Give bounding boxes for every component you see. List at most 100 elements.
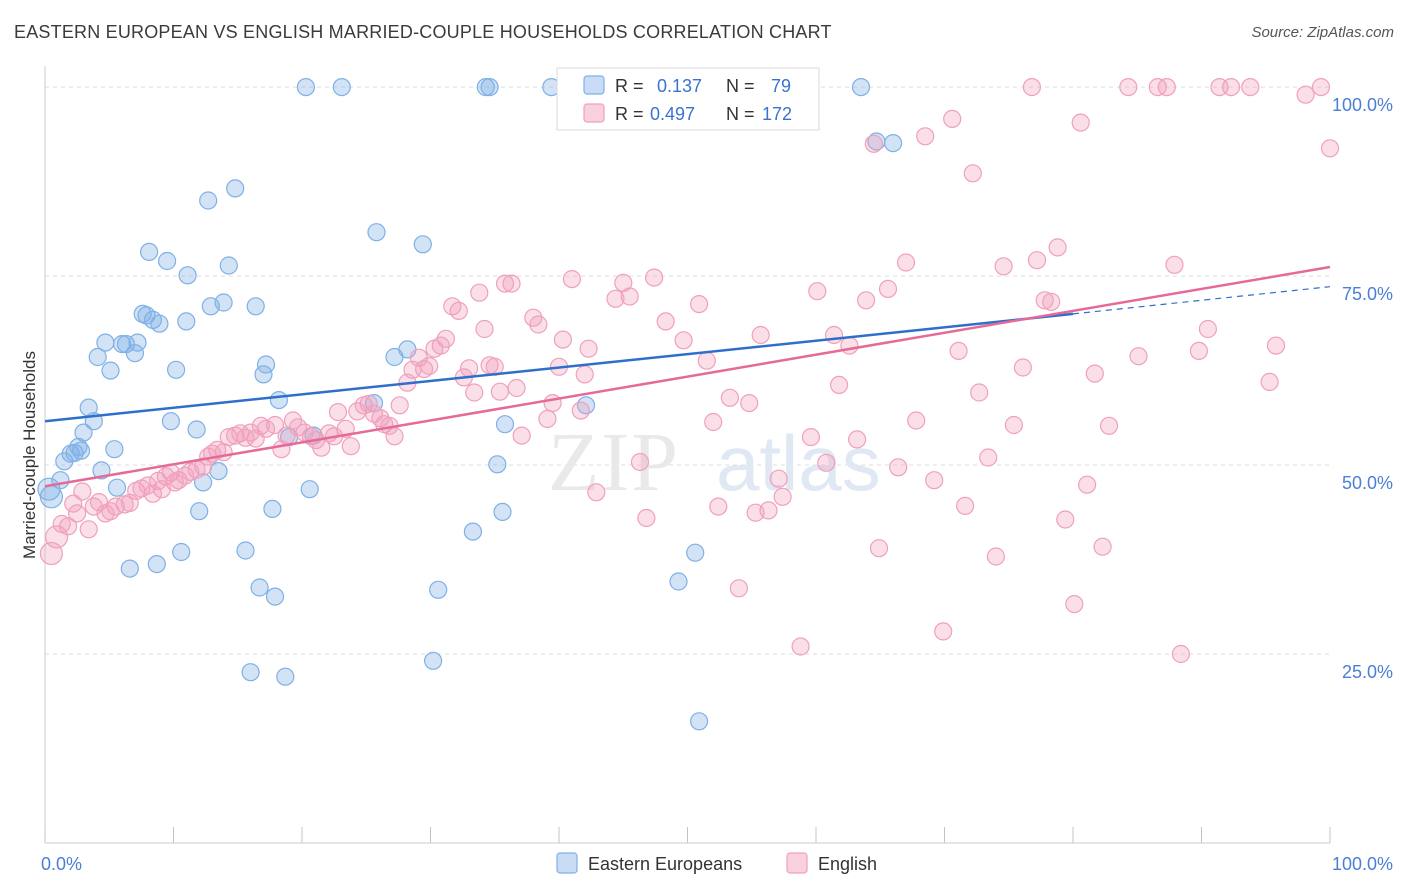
point-english-121 [824, 325, 844, 345]
point-english-172 [1320, 139, 1340, 158]
point-eastern-european-34 [187, 420, 206, 439]
point-english-105 [689, 295, 709, 314]
legend-pink-n-value: 172 [762, 104, 792, 124]
point-english-85 [512, 426, 531, 445]
point-english-157 [1119, 77, 1138, 97]
point-english-76 [465, 383, 484, 402]
point-english-145 [1022, 77, 1042, 97]
point-eastern-european-74 [686, 543, 705, 562]
point-eastern-european-48 [256, 355, 276, 374]
legend-blue-n-label: N = [726, 76, 755, 96]
point-english-160 [1157, 77, 1176, 97]
point-english-108 [709, 497, 728, 516]
point-eastern-european-76 [851, 77, 871, 97]
y-tick-label-50: 50.0% [1342, 473, 1393, 493]
point-english-62 [385, 427, 404, 446]
point-english-149 [1048, 238, 1067, 257]
point-english-104 [674, 331, 693, 350]
point-english-39 [251, 416, 270, 435]
point-english-37 [241, 423, 260, 442]
point-english-161 [1165, 255, 1184, 274]
point-english-119 [808, 282, 827, 301]
legend-blue-r-value: 0.137 [657, 76, 702, 96]
point-eastern-european-73 [669, 572, 688, 591]
point-eastern-european-65 [463, 522, 482, 541]
point-english-84 [507, 378, 526, 398]
point-eastern-european-70 [495, 415, 515, 434]
point-eastern-european-37 [199, 191, 218, 210]
point-eastern-european-15 [105, 440, 124, 459]
axes: 0.0% 100.0% 25.0% 50.0% 75.0% 100.0% [41, 66, 1393, 874]
point-english-131 [907, 411, 926, 430]
point-english-128 [878, 279, 898, 298]
y-tick-label-100: 100.0% [1332, 95, 1393, 115]
point-english-83 [502, 274, 521, 293]
point-english-95 [579, 339, 598, 358]
point-english-115 [769, 469, 788, 488]
point-english-166 [1221, 77, 1241, 97]
point-english-75 [460, 359, 479, 378]
point-english-156 [1099, 416, 1119, 435]
point-english-169 [1266, 336, 1286, 355]
point-eastern-european-35 [190, 502, 209, 521]
point-english-144 [1013, 358, 1033, 377]
point-english-130 [896, 253, 916, 272]
legend-pink-r-value: 0.497 [650, 104, 695, 124]
point-eastern-european-72 [576, 396, 596, 415]
trend-line-eastern-europeans-extension [1072, 286, 1331, 315]
legend-pink-r-label: R = [615, 104, 644, 124]
point-eastern-european-17 [112, 335, 132, 354]
point-english-109 [720, 388, 740, 407]
point-english-141 [986, 547, 1006, 566]
point-english-138 [963, 164, 982, 183]
point-english-135 [943, 109, 962, 129]
point-english-150 [1056, 510, 1075, 529]
point-english-5 [67, 504, 87, 523]
point-english-133 [925, 471, 944, 490]
y-tick-label-25: 25.0% [1342, 662, 1393, 682]
point-eastern-european-14 [101, 361, 120, 380]
point-english-123 [840, 336, 859, 355]
point-eastern-european-28 [158, 251, 177, 271]
legend-blue-n-value: 79 [771, 76, 791, 96]
point-eastern-european-69 [493, 502, 512, 521]
point-eastern-european-19 [120, 559, 139, 578]
point-english-4 [64, 494, 83, 513]
point-english-88 [538, 409, 557, 428]
point-eastern-european-21 [128, 333, 147, 352]
point-eastern-european-66 [476, 77, 495, 97]
x-tick-label-0: 0.0% [41, 854, 82, 874]
point-eastern-european-52 [276, 667, 295, 686]
point-english-110 [729, 579, 749, 598]
point-english-120 [817, 453, 836, 472]
point-eastern-european-31 [172, 542, 191, 562]
point-eastern-european-13 [96, 333, 115, 352]
top-legend: R = 0.137 N = 79 R = 0.497 N = 172 [556, 67, 820, 131]
trend-lines [44, 265, 1331, 488]
point-english-147 [1035, 291, 1054, 310]
point-english-107 [704, 412, 723, 432]
point-english-137 [955, 496, 975, 515]
point-english-3 [58, 517, 78, 536]
point-eastern-european-67 [480, 77, 499, 97]
y-axis-label: Married-couple Households [20, 351, 39, 559]
point-english-122 [829, 375, 849, 394]
point-english-97 [606, 289, 625, 308]
point-english-154 [1085, 364, 1104, 383]
point-eastern-european-8 [74, 423, 93, 442]
point-english-152 [1071, 113, 1090, 132]
point-english-117 [791, 637, 810, 656]
point-eastern-european-51 [269, 391, 288, 410]
point-english-89 [543, 394, 562, 413]
point-english-140 [979, 448, 998, 467]
point-english-40 [256, 419, 276, 438]
point-english-68 [420, 356, 439, 376]
point-english-158 [1129, 347, 1148, 366]
point-english-87 [529, 315, 548, 334]
bottom-legend-pink-label: English [818, 854, 877, 874]
point-english-114 [759, 501, 778, 520]
point-english-146 [1027, 251, 1047, 270]
point-eastern-european-41 [219, 256, 238, 275]
point-eastern-european-75 [689, 712, 709, 731]
bottom-legend-blue-label: Eastern Europeans [588, 854, 742, 874]
